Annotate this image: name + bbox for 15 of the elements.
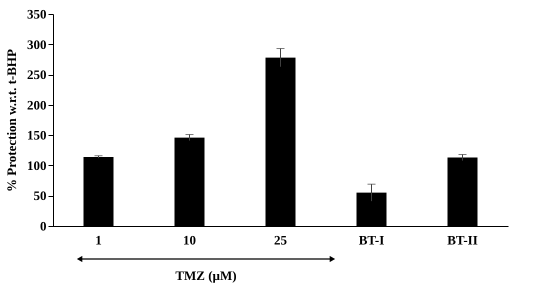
x-tick-label: 1	[95, 232, 102, 248]
x-tick-label: BT-I	[358, 232, 384, 248]
y-axis-title: % Protection w.r.t. t-BHP	[4, 48, 19, 192]
y-tick-label: 150	[27, 128, 46, 143]
y-tick-label: 200	[27, 97, 46, 112]
x-tick-label: BT-II	[447, 232, 478, 248]
x-tick-label: 25	[274, 232, 288, 248]
y-tick-label: 50	[34, 188, 46, 204]
y-tick-label: 350	[27, 6, 46, 22]
x-tick-label: 10	[183, 232, 196, 248]
y-tick-label: 300	[27, 36, 46, 52]
y-tick-label: 250	[27, 67, 46, 82]
text: TMZ (µM)	[175, 268, 237, 283]
y-tick-label: 0	[40, 218, 46, 234]
y-tick-label: 100	[27, 158, 46, 173]
